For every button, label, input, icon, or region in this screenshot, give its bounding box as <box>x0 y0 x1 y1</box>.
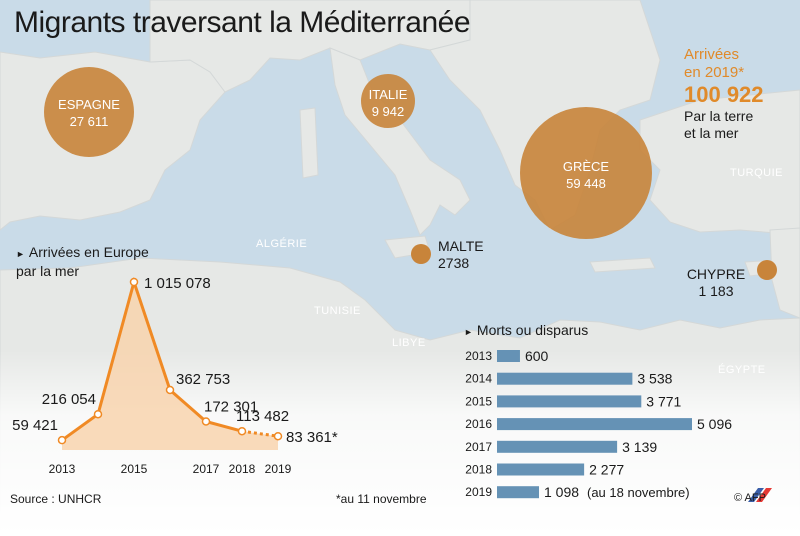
land-crete <box>589 257 656 273</box>
category-label-2013: 2013 <box>465 349 492 363</box>
bubble-label-espagne: ESPAGNE 27 611 <box>44 96 134 130</box>
bar-value-2017: 3 139 <box>622 439 657 455</box>
total-line2: en 2019* <box>684 64 745 81</box>
x-tick-2019: 2019 <box>265 462 292 476</box>
bar-2018 <box>497 463 585 476</box>
map-label-libye: LIBYE <box>392 337 426 349</box>
line-chart-title-text: Arrivées en Europe par la mer <box>16 244 149 279</box>
country-value: 9 942 <box>371 104 405 119</box>
x-tick-2018: 2018 <box>229 462 256 476</box>
bar-2019 <box>497 486 540 499</box>
data-point-2017 <box>201 417 211 426</box>
value-label-2017: 172 301 <box>204 398 258 415</box>
bar-2013 <box>497 350 520 362</box>
label-chypre: CHYPRE 1 183 <box>686 266 746 300</box>
country-name: MALTE <box>438 238 484 254</box>
x-tick-2017: 2017 <box>193 462 220 476</box>
bubble-label-grece: GRÈCE 59 448 <box>536 158 636 192</box>
country-value: 27 611 <box>69 114 109 129</box>
data-point-2016 <box>165 385 175 395</box>
land-turkey <box>639 89 800 236</box>
area-fill <box>62 282 278 450</box>
x-tick-2015: 2015 <box>121 462 148 476</box>
bar-2017 <box>497 440 618 453</box>
bar-2015 <box>497 395 642 408</box>
country-name: ITALIE <box>368 87 408 102</box>
category-label-2014: 2014 <box>465 372 492 386</box>
land-sardinia <box>299 107 319 179</box>
bar-2016 <box>497 418 692 431</box>
category-label-2019: 2019 <box>465 485 492 499</box>
map-label-turquie: TURQUIE <box>730 167 783 179</box>
credit-text: © AFP <box>734 492 766 504</box>
bubble-grece <box>520 107 652 239</box>
country-name: ESPAGNE <box>58 97 120 112</box>
total-line1: Arrivées <box>684 46 740 63</box>
bar-value-2016: 5 096 <box>697 416 732 432</box>
bubble-malte <box>411 244 431 264</box>
country-name: GRÈCE <box>562 159 610 174</box>
map-label-egypte: ÉGYPTE <box>718 364 766 376</box>
category-label-2015: 2015 <box>465 394 492 408</box>
triangle-icon: ► <box>464 327 473 337</box>
afp-logo <box>748 488 772 502</box>
country-value: 2738 <box>438 255 470 271</box>
line-chart-title: ► Arrivées en Europe par la mer <box>16 244 166 280</box>
source-text: Source : UNHCR <box>10 492 102 506</box>
bar-chart-title-text: Morts ou disparus <box>476 322 589 338</box>
total-desc1: Par la terre <box>684 108 754 124</box>
total-value: 100 922 <box>684 82 764 107</box>
country-value: 59 448 <box>566 176 606 191</box>
total-desc2: et la mer <box>684 125 739 141</box>
value-label-2013: 59 421 <box>12 417 58 434</box>
map-label-algerie: ALGÉRIE <box>256 238 308 250</box>
triangle-icon: ► <box>16 249 25 259</box>
country-value: 1 183 <box>698 283 734 299</box>
bubble-label-italie: ITALIE 9 942 <box>356 86 420 120</box>
footnote-text: *au 11 novembre <box>336 492 427 506</box>
country-name: CHYPRE <box>686 266 746 282</box>
data-point-2014 <box>93 409 103 419</box>
x-tick-2013: 2013 <box>49 462 76 476</box>
arrivals-line-chart: 59 421 216 054 1 015 078 362 753 172 301113 … <box>12 275 338 476</box>
map-label-tunisie: TUNISIE <box>314 305 361 317</box>
series-line <box>61 276 243 442</box>
bar-chart-title: ► Morts ou disparus <box>464 322 588 341</box>
value-label-2014: 216 054 <box>42 391 96 408</box>
value-label-2015: 1 015 078 <box>144 275 211 292</box>
bar-value-2015: 3 771 <box>646 393 681 409</box>
data-point-2019 <box>273 431 283 441</box>
bar-2014 <box>497 372 633 385</box>
bar-note-2019: (au 18 novembre) <box>587 485 690 500</box>
series-line-projection <box>241 429 279 438</box>
bar-value-2014: 3 538 <box>637 371 672 387</box>
data-point-2018 <box>237 426 247 436</box>
deaths-bar-chart: 2013 600 2014 3 538 2015 3 771 2016 5 096 2017 3 … <box>465 348 732 500</box>
page-title: Migrants traversant la Méditerranée <box>14 6 471 39</box>
bubble-italie <box>361 74 415 128</box>
category-label-2018: 2018 <box>465 463 492 477</box>
value-label-2019: 83 361* <box>286 429 338 446</box>
bar-value-2018: 2 277 <box>589 462 624 478</box>
value-label-2018: 113 482 <box>236 408 289 425</box>
land-balkans <box>429 0 661 231</box>
data-point-2015 <box>129 277 139 287</box>
value-label-2016: 362 753 <box>176 371 230 388</box>
bubble-chypre <box>757 260 777 280</box>
data-point-2013 <box>57 435 67 445</box>
label-malte: MALTE 2738 <box>438 238 484 272</box>
bubble-espagne <box>44 67 134 157</box>
bar-value-2019: 1 098 <box>544 484 579 500</box>
category-label-2017: 2017 <box>465 440 492 454</box>
bar-value-2013: 600 <box>525 348 549 364</box>
category-label-2016: 2016 <box>465 417 492 431</box>
total-arrivals-box: Arrivées en 2019* 100 922 Par la terre e… <box>684 46 790 142</box>
